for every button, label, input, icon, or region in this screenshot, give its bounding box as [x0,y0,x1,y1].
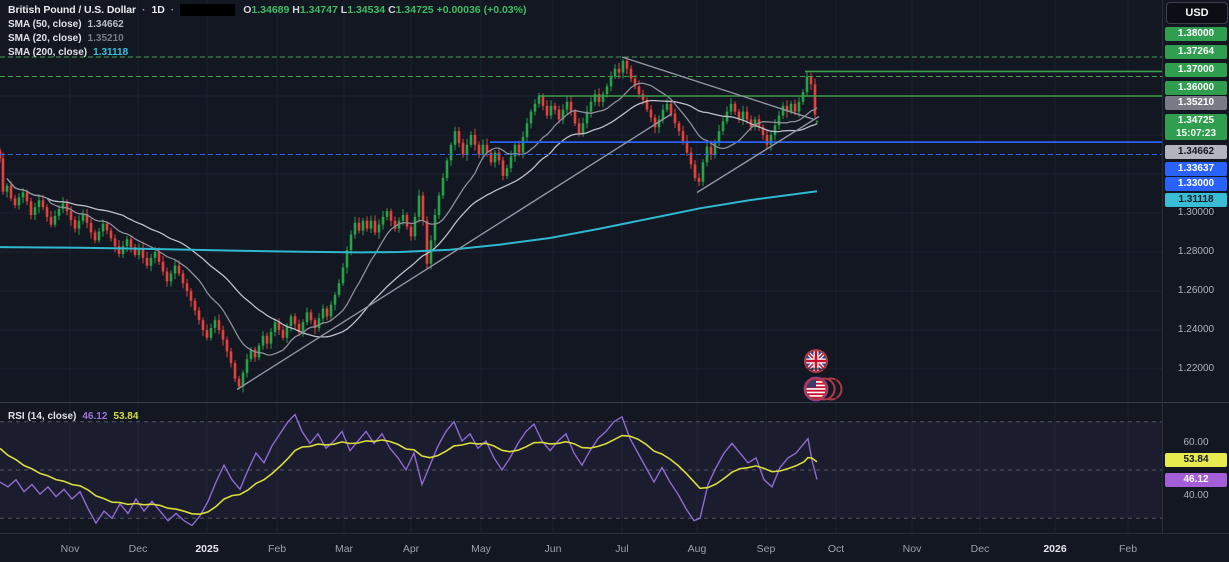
price-axis-badge: 1.37000 [1165,63,1227,77]
open-label: O [243,4,252,16]
separator-dot: · [141,4,146,16]
time-axis-label: Feb [267,543,287,555]
currency-button-label: USD [1185,7,1209,19]
trendline[interactable] [236,113,673,391]
rsi-axis-tick: 60.00 [1183,437,1209,448]
chart-legend: British Pound / U.S. Dollar · 1D · O1.34… [8,3,526,59]
sma50-label: SMA (50, close) [8,18,82,30]
rsi-label: RSI (14, close) [8,410,77,422]
time-axis-label: Feb [1118,543,1138,555]
rsi-ma-line [0,434,818,516]
rsi-value: 46.12 [82,410,108,422]
sma-200-line [0,190,818,254]
rsi-axis-badge: 53.84 [1165,453,1227,467]
low-label: L [340,4,348,16]
trendline[interactable] [696,115,820,194]
trendline[interactable] [621,56,815,121]
close-label: C [388,4,396,16]
pane-separator[interactable] [0,402,1229,403]
price-axis-tick: 1.26000 [1177,285,1215,296]
price-axis-tick: 1.28000 [1177,246,1215,257]
sma-20-line [6,82,818,356]
time-axis-label: Aug [687,543,707,555]
open-value: 1.34689 [251,4,290,16]
price-scale[interactable]: 1.30000 1.28000 1.26000 1.24000 1.22000 1.380… [1162,0,1229,533]
close-value: 1.34725 [395,4,434,16]
change-value: +0.00036 (+0.03%) [436,4,527,16]
rsi-pane[interactable] [0,402,1162,533]
time-axis-label: 2026 [1043,543,1067,555]
time-scale[interactable]: Nov Dec 2025 Feb Mar Apr May Jun Jul Aug Sep Oct Nov… [0,533,1229,562]
symbol-title[interactable]: British Pound / U.S. Dollar [8,4,136,16]
indicator-legend-row[interactable]: SMA (50, close) 1.34662 [8,17,526,31]
high-label: H [292,4,300,16]
rsi-legend[interactable]: RSI (14, close) 46.12 53.84 [8,409,138,423]
indicator-legend-row[interactable]: SMA (200, close) 1.31118 [8,45,526,59]
price-axis-badge: 1.31118 [1165,193,1227,207]
rsi-ma-value: 53.84 [113,410,139,422]
time-axis-label: Dec [128,543,148,555]
separator-dot: · [170,4,175,16]
price-axis-badge: 1.34725 15:07:23 [1165,114,1227,140]
ohlc-values: O1.34689 H1.34747 L1.34534 C1.34725 +0.0… [243,4,526,16]
time-axis-label: 2025 [195,543,219,555]
price-axis-badge: 1.34662 [1165,145,1227,159]
price-axis-badge: 1.38000 [1165,27,1227,41]
sma20-value: 1.35210 [87,32,124,44]
price-axis-badge: 1.36000 [1165,81,1227,95]
currency-toggle-button[interactable]: USD [1166,2,1228,24]
price-chart-pane[interactable] [0,0,1162,402]
time-axis-label: Mar [334,543,354,555]
sma-50-line [6,99,818,338]
price-axis-tick: 1.22000 [1177,363,1215,374]
sma50-value: 1.34662 [87,18,124,30]
price-axis-badge: 1.37264 [1165,45,1227,59]
sma20-label: SMA (20, close) [8,32,82,44]
price-axis-badge: 1.33637 [1165,162,1227,176]
redacted-exchange-box [180,4,236,16]
price-axis-badge: 1.35210 [1165,96,1227,110]
time-axis-label: Apr [402,543,420,555]
indicator-legend-row[interactable]: SMA (20, close) 1.35210 [8,31,526,45]
sma200-label: SMA (200, close) [8,46,88,58]
sma200-value: 1.31118 [93,46,129,58]
time-axis-label: Jul [615,543,629,555]
rsi-line [0,413,818,527]
timeframe-label[interactable]: 1D [151,4,165,16]
time-axis-label: May [471,543,491,555]
high-value: 1.34747 [299,4,338,16]
time-axis-label: Nov [902,543,922,555]
symbol-row[interactable]: British Pound / U.S. Dollar · 1D · O1.34… [8,3,526,17]
candlestick-series [0,56,819,393]
time-axis-label: Nov [60,543,80,555]
rsi-axis-tick: 40.00 [1183,490,1209,501]
time-axis-label: Dec [970,543,990,555]
rsi-axis-badge: 46.12 [1165,473,1227,487]
uk-flag-icon [804,349,828,373]
time-axis-label: Jun [544,543,562,555]
low-value: 1.34534 [347,4,386,16]
price-axis-tick: 1.30000 [1177,207,1215,218]
price-axis-tick: 1.24000 [1177,324,1215,335]
price-axis-badge: 1.33000 [1165,177,1227,191]
time-axis-label: Sep [756,543,776,555]
time-axis-label: Oct [827,543,845,555]
